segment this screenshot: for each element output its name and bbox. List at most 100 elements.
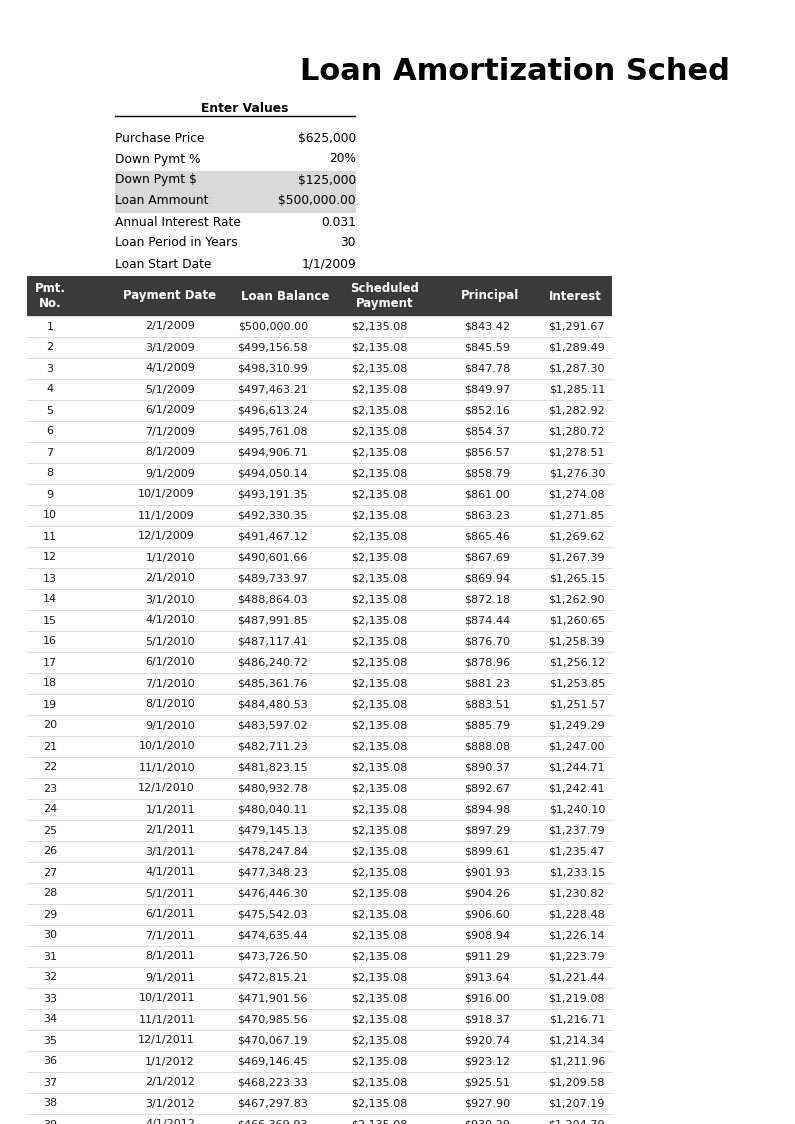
Text: 19: 19: [43, 699, 57, 709]
Text: Enter Values: Enter Values: [201, 101, 289, 115]
Text: $867.69: $867.69: [464, 553, 510, 562]
Text: 12/1/2011: 12/1/2011: [138, 1035, 195, 1045]
Text: $2,135.08: $2,135.08: [351, 636, 408, 646]
Text: 9/1/2009: 9/1/2009: [145, 469, 195, 479]
Text: 8/1/2009: 8/1/2009: [145, 447, 195, 457]
Text: 4: 4: [46, 384, 53, 395]
Text: $470,985.56: $470,985.56: [238, 1015, 308, 1024]
Text: $1,258.39: $1,258.39: [549, 636, 605, 646]
Text: 2/1/2010: 2/1/2010: [145, 573, 195, 583]
Text: $1,269.62: $1,269.62: [549, 532, 605, 542]
Text: $2,135.08: $2,135.08: [351, 426, 408, 436]
Text: $488,864.03: $488,864.03: [237, 595, 308, 605]
Text: $468,223.33: $468,223.33: [238, 1078, 308, 1088]
Text: $930.29: $930.29: [464, 1120, 510, 1124]
Text: $500,000.00: $500,000.00: [238, 321, 308, 332]
Text: $2,135.08: $2,135.08: [351, 658, 408, 668]
Text: $481,823.15: $481,823.15: [238, 762, 308, 772]
Text: $2,135.08: $2,135.08: [351, 699, 408, 709]
Text: 30: 30: [340, 236, 356, 250]
Text: $1,249.29: $1,249.29: [549, 720, 605, 731]
Text: $2,135.08: $2,135.08: [351, 931, 408, 941]
Text: $2,135.08: $2,135.08: [351, 510, 408, 520]
Text: 31: 31: [43, 952, 57, 961]
Text: Pmt.
No.: Pmt. No.: [34, 282, 65, 310]
Text: 22: 22: [43, 762, 57, 772]
Text: 14: 14: [43, 595, 57, 605]
Text: $487,991.85: $487,991.85: [237, 616, 308, 625]
Text: 10: 10: [43, 510, 57, 520]
Text: 33: 33: [43, 994, 57, 1004]
Text: $856.57: $856.57: [464, 447, 510, 457]
Text: $2,135.08: $2,135.08: [351, 720, 408, 731]
Text: $1,267.39: $1,267.39: [549, 553, 605, 562]
Text: $852.16: $852.16: [464, 406, 510, 416]
Text: $2,135.08: $2,135.08: [351, 532, 408, 542]
Text: 15: 15: [43, 616, 57, 625]
Text: $476,446.30: $476,446.30: [238, 888, 308, 898]
Text: Loan Start Date: Loan Start Date: [115, 257, 211, 271]
Text: $849.97: $849.97: [463, 384, 510, 395]
Text: $125,000: $125,000: [298, 173, 356, 187]
Text: 3/1/2012: 3/1/2012: [145, 1098, 195, 1108]
Text: 27: 27: [43, 868, 57, 878]
Text: $927.90: $927.90: [463, 1098, 510, 1108]
Text: $1,228.48: $1,228.48: [549, 909, 605, 919]
Text: $2,135.08: $2,135.08: [351, 783, 408, 794]
Text: $1,289.49: $1,289.49: [549, 343, 605, 353]
Text: 7/1/2011: 7/1/2011: [145, 931, 195, 941]
Text: $497,463.21: $497,463.21: [237, 384, 308, 395]
Text: $2,135.08: $2,135.08: [351, 553, 408, 562]
Text: $492,330.35: $492,330.35: [238, 510, 308, 520]
Text: 29: 29: [43, 909, 57, 919]
Text: $869.94: $869.94: [463, 573, 510, 583]
Text: Loan Period in Years: Loan Period in Years: [115, 236, 238, 250]
Text: $1,251.57: $1,251.57: [549, 699, 605, 709]
Text: $1,219.08: $1,219.08: [549, 994, 605, 1004]
Bar: [115, 171, 356, 192]
Text: $1,256.12: $1,256.12: [549, 658, 605, 668]
Text: $2,135.08: $2,135.08: [351, 595, 408, 605]
Text: $490,601.66: $490,601.66: [238, 553, 308, 562]
Text: $466,369.93: $466,369.93: [238, 1120, 308, 1124]
Text: $479,145.13: $479,145.13: [238, 825, 308, 835]
Text: $1,226.14: $1,226.14: [549, 931, 605, 941]
Text: $2,135.08: $2,135.08: [351, 1098, 408, 1108]
Text: $911.29: $911.29: [464, 952, 510, 961]
Text: $885.79: $885.79: [463, 720, 510, 731]
Text: $1,285.11: $1,285.11: [549, 384, 605, 395]
Text: $471,901.56: $471,901.56: [238, 994, 308, 1004]
Text: $863.23: $863.23: [464, 510, 510, 520]
Text: $906.60: $906.60: [464, 909, 510, 919]
Text: 1/1/2011: 1/1/2011: [145, 805, 195, 815]
Text: 12/1/2010: 12/1/2010: [138, 783, 195, 794]
Text: 5: 5: [46, 406, 53, 416]
Text: Annual Interest Rate: Annual Interest Rate: [115, 216, 241, 228]
Text: Principal: Principal: [461, 290, 519, 302]
Text: $1,207.19: $1,207.19: [549, 1098, 605, 1108]
Text: 1/1/2009: 1/1/2009: [301, 257, 356, 271]
Text: 3/1/2011: 3/1/2011: [145, 846, 195, 856]
Text: 3/1/2009: 3/1/2009: [145, 343, 195, 353]
Text: $1,253.85: $1,253.85: [549, 679, 605, 689]
Text: 18: 18: [43, 679, 57, 689]
Text: 35: 35: [43, 1035, 57, 1045]
Text: $1,242.41: $1,242.41: [549, 783, 605, 794]
Text: 5/1/2009: 5/1/2009: [145, 384, 195, 395]
Text: $480,932.78: $480,932.78: [237, 783, 308, 794]
Text: 9/1/2011: 9/1/2011: [145, 972, 195, 982]
Text: $1,260.65: $1,260.65: [549, 616, 605, 625]
Text: 36: 36: [43, 1057, 57, 1067]
Text: $2,135.08: $2,135.08: [351, 1120, 408, 1124]
Text: $854.37: $854.37: [464, 426, 510, 436]
Text: 8/1/2011: 8/1/2011: [145, 952, 195, 961]
Text: $2,135.08: $2,135.08: [351, 909, 408, 919]
Text: $467,297.83: $467,297.83: [237, 1098, 308, 1108]
Text: $1,230.82: $1,230.82: [549, 888, 605, 898]
Text: $2,135.08: $2,135.08: [351, 972, 408, 982]
Text: 21: 21: [43, 742, 57, 752]
Text: $499,156.58: $499,156.58: [238, 343, 308, 353]
Text: $2,135.08: $2,135.08: [351, 952, 408, 961]
Text: $881.23: $881.23: [464, 679, 510, 689]
Text: 10/1/2009: 10/1/2009: [138, 489, 195, 499]
